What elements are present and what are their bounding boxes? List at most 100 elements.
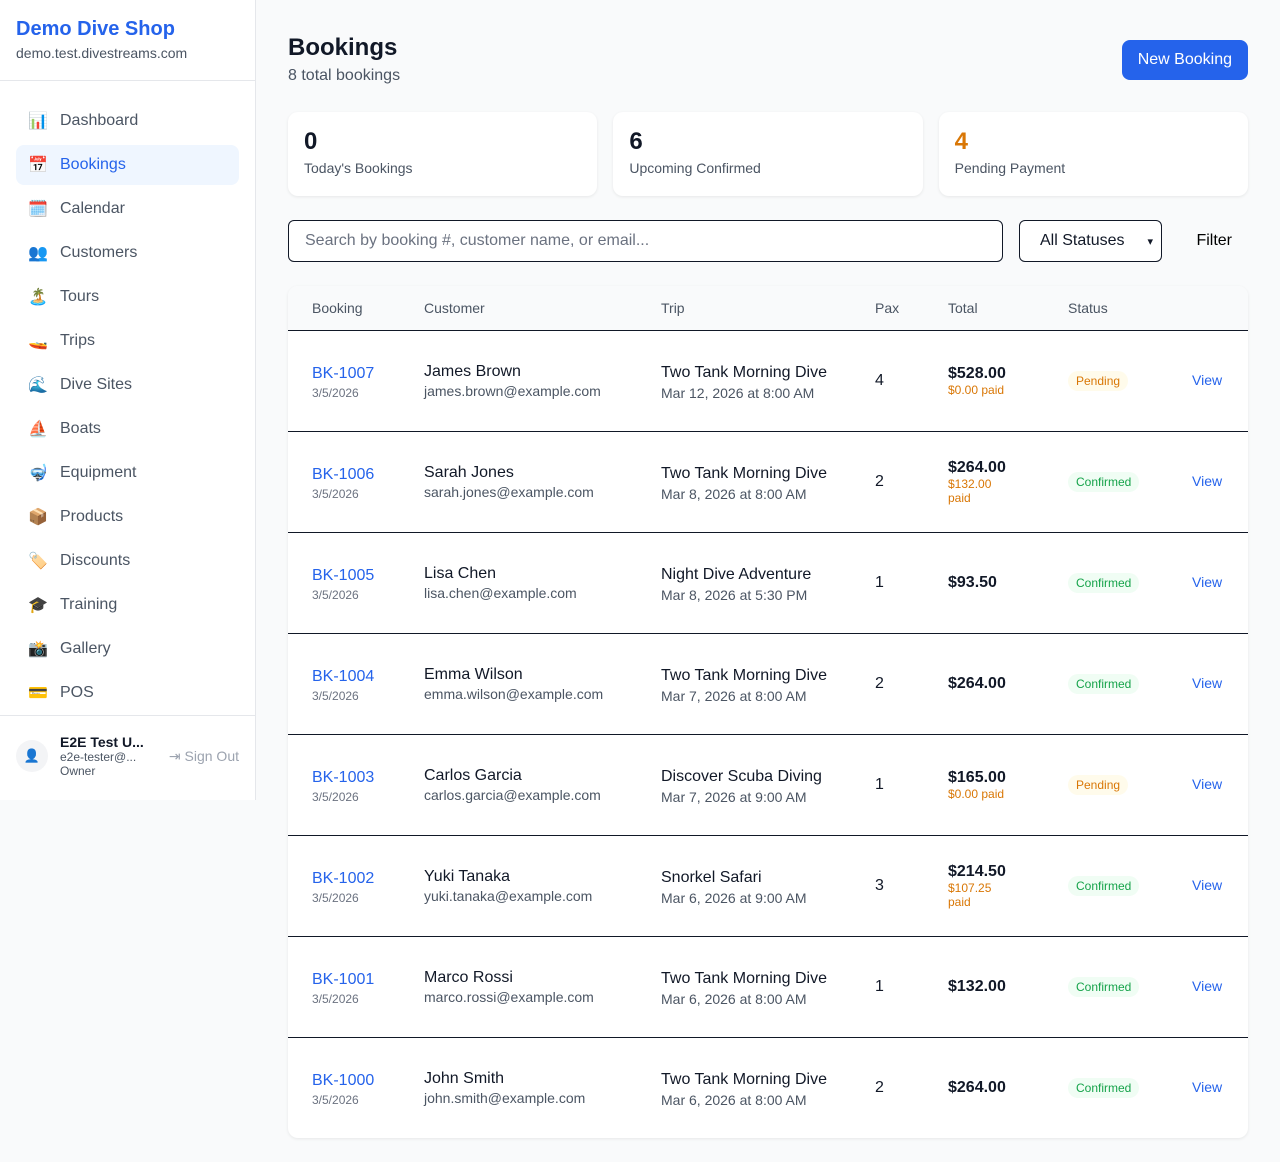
booking-link[interactable]: BK-1003 (312, 768, 375, 786)
shop-name[interactable]: Demo Dive Shop (16, 18, 175, 40)
shop-domain: demo.test.divestreams.com (16, 45, 188, 61)
stat-card: 4 Pending Payment (938, 112, 1248, 196)
booking-link[interactable]: BK-1002 (312, 869, 375, 887)
booking-date: 3/5/2026 (312, 991, 359, 1006)
view-link[interactable]: View (1192, 472, 1223, 489)
booking-link[interactable]: BK-1005 (312, 566, 375, 584)
customers-icon: 👥 (28, 245, 48, 262)
booking-date: 3/5/2026 (312, 890, 359, 905)
customer-email: john.smith@example.com (424, 1089, 586, 1106)
stat-value: 6 (629, 128, 643, 155)
view-link[interactable]: View (1192, 573, 1223, 590)
pax-count: 2 (875, 431, 948, 533)
filter-button[interactable]: Filter (1196, 232, 1232, 249)
booking-date: 3/5/2026 (312, 789, 359, 804)
sign-out-button[interactable]: ⇥ Sign Out (169, 748, 239, 765)
dashboard-icon: 📊 (28, 113, 48, 130)
sidebar-item-dashboard[interactable]: 📊 Dashboard (16, 101, 239, 141)
trip-name: Snorkel Safari (661, 868, 762, 886)
sidebar-item-calendar[interactable]: 🗓️ Calendar (16, 189, 239, 229)
sidebar-item-label: Dashboard (60, 112, 139, 129)
booking-link[interactable]: BK-1006 (312, 465, 375, 483)
paid-amount: $132.00 paid (948, 476, 992, 505)
sidebar-item-training[interactable]: 🎓 Training (16, 585, 239, 625)
sidebar-item-label: Training (60, 596, 118, 613)
sidebar-item-gallery[interactable]: 📸 Gallery (16, 629, 239, 669)
sign-out-label: Sign Out (184, 747, 239, 764)
table-row: BK-1005 3/5/2026 Lisa Chen lisa.chen@examp… (288, 532, 1248, 634)
search-input[interactable]: Search by booking #, customer name, or e… (288, 220, 1003, 262)
stat-label: Today's Bookings (304, 160, 413, 176)
total-amount: $165.00 (948, 768, 1006, 786)
stat-value: 4 (954, 128, 969, 155)
dive-sites-icon: 🌊 (28, 377, 48, 394)
trip-name: Discover Scuba Diving (661, 767, 822, 785)
customer-name: Yuki Tanaka (424, 867, 510, 885)
sidebar-item-label: Boats (60, 420, 101, 437)
page-subtitle: 8 total bookings (288, 67, 401, 84)
sidebar-item-trips[interactable]: 🚤 Trips (16, 321, 239, 361)
trip-name: Two Tank Morning Dive (661, 464, 827, 482)
sidebar-item-label: Customers (60, 244, 138, 261)
sidebar-item-bookings[interactable]: 📅 Bookings (16, 145, 239, 185)
view-link[interactable]: View (1192, 1078, 1223, 1095)
trips-icon: 🚤 (28, 333, 48, 350)
new-booking-button[interactable]: New Booking (1121, 40, 1248, 80)
user-name: E2E Test U... (60, 734, 144, 750)
status-select[interactable]: All Statuses ▾ (1019, 220, 1162, 262)
user-role: Owner (60, 764, 96, 778)
table-row: BK-1000 3/5/2026 John Smith john.smith@exa… (288, 1037, 1248, 1138)
customer-name: Sarah Jones (424, 463, 514, 481)
booking-date: 3/5/2026 (312, 587, 359, 602)
col-total: Total (948, 286, 1068, 331)
view-link[interactable]: View (1192, 371, 1223, 388)
col-customer: Customer (424, 286, 661, 331)
sidebar-item-equipment[interactable]: 🤿 Equipment (16, 453, 239, 493)
customer-email: emma.wilson@example.com (424, 685, 604, 702)
sidebar-item-label: Bookings (60, 156, 126, 173)
tours-icon: 🏝️ (28, 289, 48, 306)
customer-email: carlos.garcia@example.com (424, 786, 601, 803)
status-badge: Pending (1068, 774, 1129, 795)
customer-name: Marco Rossi (424, 968, 513, 986)
view-link[interactable]: View (1192, 775, 1223, 792)
customer-email: sarah.jones@example.com (424, 483, 594, 500)
customer-name: Lisa Chen (424, 564, 497, 582)
trip-name: Two Tank Morning Dive (661, 666, 827, 684)
sidebar-item-boats[interactable]: ⛵ Boats (16, 409, 239, 449)
sidebar-item-customers[interactable]: 👥 Customers (16, 233, 239, 273)
total-amount: $264.00 (948, 1078, 1006, 1096)
sidebar-item-discounts[interactable]: 🏷️ Discounts (16, 541, 239, 581)
col-pax: Pax (875, 286, 948, 331)
trip-time: Mar 7, 2026 at 8:00 AM (661, 687, 807, 704)
booking-date: 3/5/2026 (312, 385, 359, 400)
sidebar-item-tours[interactable]: 🏝️ Tours (16, 277, 239, 317)
booking-link[interactable]: BK-1001 (312, 970, 375, 988)
stat-label: Pending Payment (954, 160, 1066, 176)
customer-email: marco.rossi@example.com (424, 988, 594, 1005)
booking-link[interactable]: BK-1007 (312, 364, 375, 382)
sidebar-item-label: Equipment (60, 464, 137, 481)
sidebar-item-pos[interactable]: 💳 POS (16, 673, 239, 713)
total-amount: $528.00 (948, 364, 1006, 382)
view-link[interactable]: View (1192, 876, 1223, 893)
pax-count: 2 (875, 633, 948, 735)
view-link[interactable]: View (1192, 674, 1223, 691)
pax-count: 1 (875, 532, 948, 634)
col-actions (1192, 286, 1248, 331)
stats-row: 0 Today's Bookings 6 Upcoming Confirmed 4 Pen… (288, 112, 1248, 196)
stat-card: 6 Upcoming Confirmed (613, 112, 923, 196)
chevron-down-icon: ▾ (1147, 235, 1153, 248)
pax-count: 4 (875, 330, 948, 432)
trip-time: Mar 6, 2026 at 8:00 AM (661, 1091, 807, 1108)
trip-time: Mar 8, 2026 at 8:00 AM (661, 485, 807, 502)
trip-name: Night Dive Adventure (661, 565, 812, 583)
booking-link[interactable]: BK-1004 (312, 667, 375, 685)
view-link[interactable]: View (1192, 977, 1223, 994)
sidebar-item-products[interactable]: 📦 Products (16, 497, 239, 537)
sidebar-item-dive-sites[interactable]: 🌊 Dive Sites (16, 365, 239, 405)
sidebar-item-label: POS (60, 684, 94, 701)
booking-link[interactable]: BK-1000 (312, 1071, 375, 1089)
sidebar-item-label: Products (60, 508, 124, 525)
booking-date: 3/5/2026 (312, 1092, 359, 1107)
